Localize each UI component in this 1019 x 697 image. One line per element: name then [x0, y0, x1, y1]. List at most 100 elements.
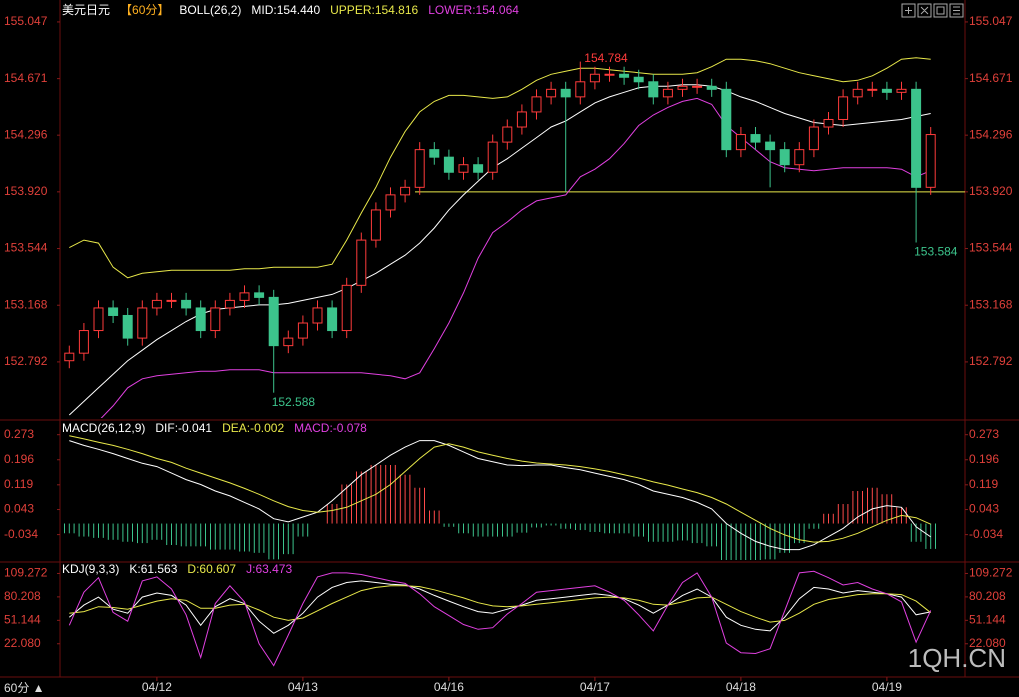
- low-annotation: 153.584: [914, 245, 958, 259]
- candle-body: [794, 149, 805, 166]
- toolbar-button[interactable]: [933, 3, 948, 18]
- chart-title: KDJ(9,3,3): [62, 562, 119, 576]
- toolbar-button[interactable]: [917, 3, 932, 18]
- candle-body: [808, 126, 819, 151]
- y-tick-label-right: 22.080: [969, 636, 1006, 650]
- legend-entry: MID:154.440: [251, 3, 320, 17]
- indicator-line: [69, 585, 932, 623]
- candle-body: [108, 307, 119, 316]
- candle-body: [297, 322, 308, 339]
- candle-body: [458, 164, 469, 173]
- candle-body: [473, 164, 484, 173]
- y-tick-label: 0.119: [4, 477, 33, 491]
- y-tick-label: 0.273: [4, 427, 34, 441]
- candle-body: [502, 126, 513, 143]
- candle-body: [779, 149, 790, 166]
- high-annotation: 154.784: [584, 51, 628, 65]
- indicator-line: [68, 570, 932, 667]
- candle-body: [881, 88, 892, 93]
- y-tick-label: 154.671: [4, 71, 48, 85]
- candle-body: [546, 88, 557, 98]
- candle-body: [852, 88, 863, 98]
- y-tick-label: 153.920: [4, 184, 48, 198]
- period-switch[interactable]: 60分 ▲: [4, 681, 45, 695]
- x-tick-label: 04/12: [142, 680, 172, 694]
- y-tick-label-right: 51.144: [969, 612, 1006, 626]
- y-tick-label-right: 153.920: [969, 184, 1013, 198]
- y-tick-label-right: 152.792: [969, 354, 1013, 368]
- y-tick-label: 153.168: [4, 297, 48, 311]
- candle-body: [633, 76, 644, 83]
- toolbar-button[interactable]: [949, 3, 964, 18]
- y-tick-label: 80.208: [4, 589, 41, 603]
- x-tick-label: 04/19: [872, 680, 902, 694]
- candle-body: [765, 141, 776, 151]
- y-tick-label: 154.296: [4, 127, 48, 141]
- candle-body: [925, 134, 936, 188]
- plot-area: [64, 57, 965, 418]
- y-tick-label: 155.047: [4, 14, 48, 28]
- plot-area: [64, 435, 936, 560]
- candle-body: [122, 314, 133, 339]
- candle-body: [560, 88, 571, 98]
- legend-entry: D:60.607: [187, 562, 236, 576]
- indicator-line: [69, 435, 931, 543]
- watermark: 1QH.CN: [908, 643, 1006, 673]
- candle-body: [589, 73, 600, 83]
- toolbar-button[interactable]: [901, 3, 916, 18]
- candle-body: [867, 88, 878, 91]
- y-tick-label: 22.080: [4, 636, 41, 650]
- indicator-line: [100, 97, 931, 418]
- candle-body: [677, 85, 688, 90]
- y-tick-label: -0.034: [4, 527, 38, 541]
- candle-body: [181, 299, 192, 309]
- chart-title: MACD(26,12,9): [62, 421, 145, 435]
- indicator-name: BOLL(26,2): [179, 3, 241, 17]
- candle-body: [64, 352, 75, 362]
- candle-body: [224, 299, 235, 309]
- candle-body: [254, 292, 265, 298]
- candle-body: [896, 88, 907, 93]
- candle-body: [604, 73, 615, 76]
- legend-entry: DIF:-0.041: [155, 421, 212, 435]
- candle-body: [356, 239, 367, 286]
- candle-body: [487, 141, 498, 173]
- candle-body: [823, 118, 834, 128]
- candle-body: [312, 307, 323, 324]
- indicator-line: [69, 440, 931, 551]
- y-tick-label-right: 153.168: [969, 297, 1013, 311]
- toolbar: [901, 3, 964, 18]
- legend-entry: DEA:-0.002: [222, 421, 284, 435]
- y-tick-label: 0.043: [4, 502, 34, 516]
- y-tick-label-right: -0.034: [969, 527, 1003, 541]
- candle-body: [268, 296, 279, 347]
- y-tick-label-right: 154.671: [969, 71, 1013, 85]
- candle-body: [721, 88, 732, 151]
- x-tick-label: 04/17: [580, 680, 610, 694]
- y-tick-label: 0.196: [4, 452, 34, 466]
- candle-body: [370, 209, 381, 241]
- candle-body: [911, 88, 922, 188]
- legend-entry: LOWER:154.064: [428, 3, 519, 17]
- candle-body: [385, 194, 396, 211]
- y-tick-label: 153.544: [4, 241, 48, 255]
- candle-body: [735, 134, 746, 151]
- candle-body: [166, 299, 177, 302]
- y-tick-label-right: 0.043: [969, 502, 999, 516]
- y-tick-label-right: 0.273: [969, 427, 999, 441]
- candle-body: [195, 307, 206, 332]
- y-tick-label-right: 154.296: [969, 127, 1013, 141]
- candle-body: [341, 284, 352, 332]
- candle-body: [706, 85, 717, 90]
- chart-title: 美元日元: [62, 3, 110, 17]
- y-tick-label-right: 109.272: [969, 566, 1013, 580]
- candle-body: [414, 149, 425, 188]
- candle-body: [750, 134, 761, 143]
- legend-entry: UPPER:154.816: [330, 3, 418, 17]
- candle-body: [662, 88, 673, 98]
- indicator-line: [68, 580, 931, 634]
- low-annotation: 152.588: [272, 395, 316, 409]
- candle-body: [93, 307, 104, 332]
- candle-body: [692, 85, 703, 88]
